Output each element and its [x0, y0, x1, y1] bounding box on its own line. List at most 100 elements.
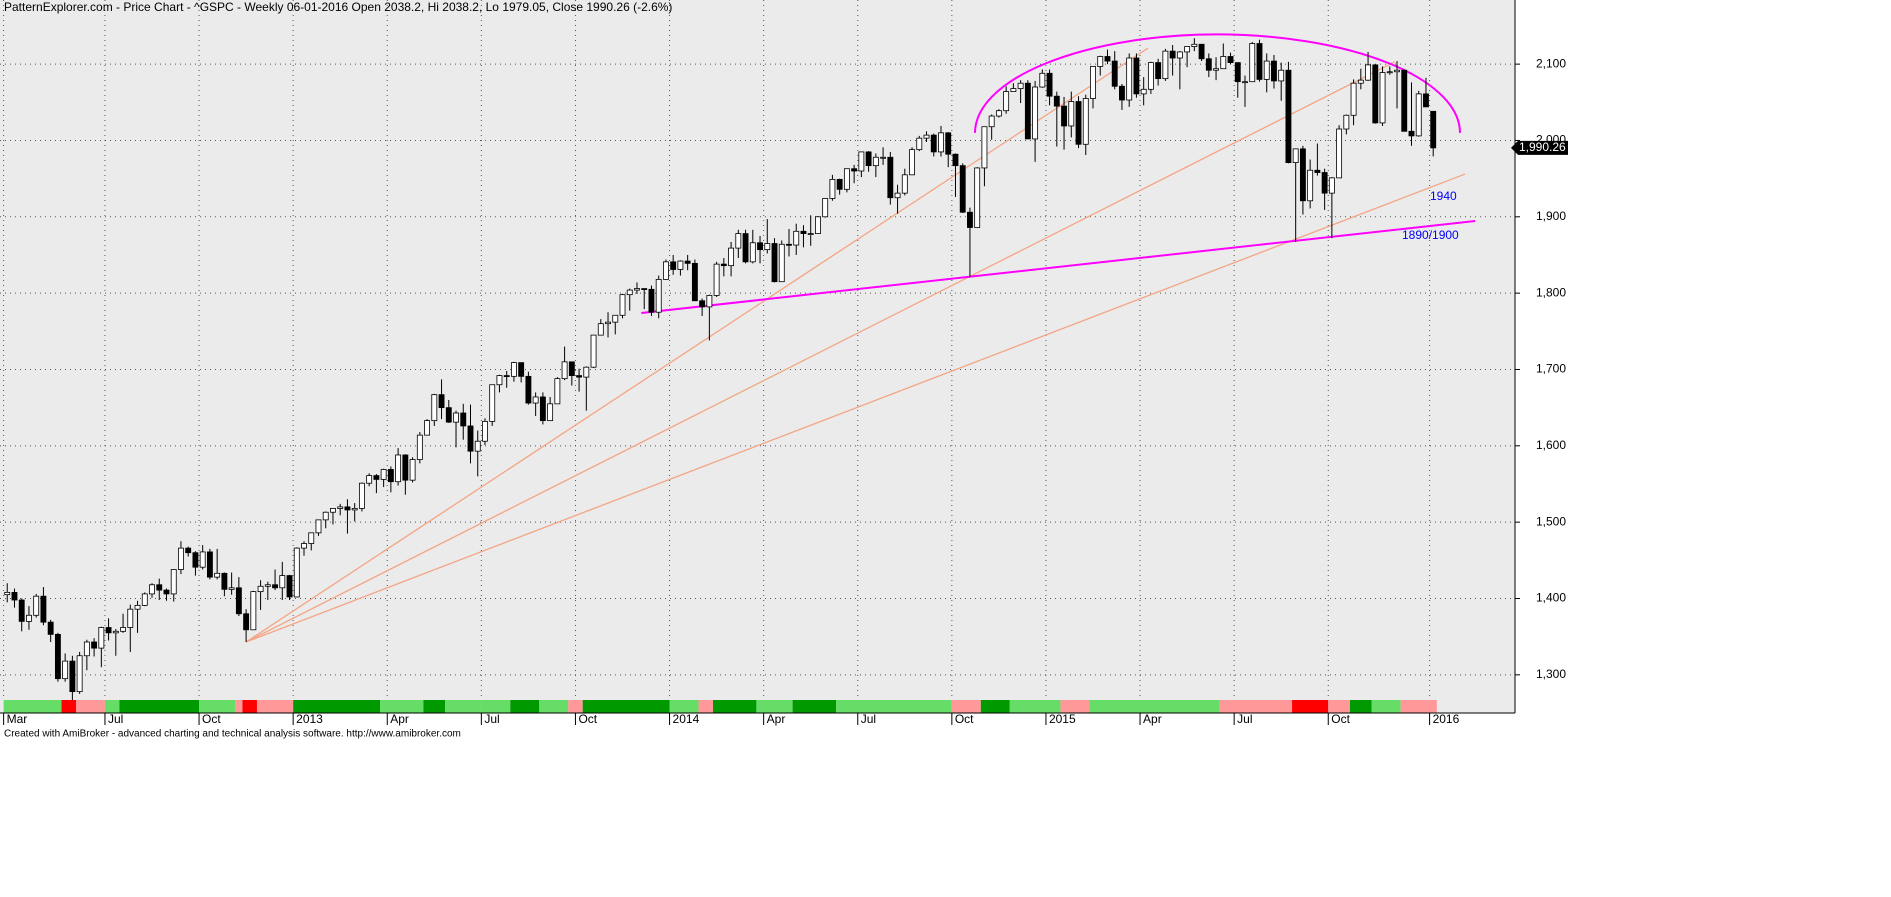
candle-body	[149, 584, 155, 595]
candle-body	[1097, 56, 1104, 67]
candle-body	[1365, 64, 1371, 81]
x-tick-label: Oct	[202, 712, 221, 726]
candle-body	[1314, 169, 1321, 173]
last-price-marker	[1511, 140, 1568, 155]
candle-body	[872, 156, 879, 167]
candle-body	[800, 230, 807, 234]
strip-segment	[1089, 700, 1220, 713]
candle-body	[1213, 68, 1219, 71]
candle-body	[387, 469, 394, 483]
candle-body	[554, 378, 561, 405]
candle-body	[47, 621, 54, 635]
strip-segment	[61, 700, 77, 713]
candle-body	[445, 407, 452, 423]
candle-body	[1234, 62, 1241, 83]
candle-body	[402, 454, 409, 481]
candle-body	[199, 551, 206, 568]
candle-body	[1024, 82, 1031, 140]
candle-body	[1423, 93, 1429, 108]
candle-body	[26, 614, 32, 622]
candle-body	[83, 641, 90, 657]
candle-body	[467, 425, 474, 452]
candle-body	[959, 165, 966, 213]
strip-segment	[1400, 700, 1437, 713]
candle-body	[1343, 114, 1350, 130]
candle-body	[431, 394, 438, 422]
arc	[974, 33, 1461, 133]
strip-segment	[539, 700, 569, 713]
candle-body	[1336, 128, 1343, 179]
candle-body	[749, 242, 756, 263]
candle-body	[1379, 72, 1386, 124]
candle-body	[453, 412, 459, 423]
x-tick-label: Jul	[108, 712, 123, 726]
candle-body	[272, 584, 278, 589]
candle-body	[1271, 60, 1277, 82]
candle-body	[583, 366, 590, 378]
candle-body	[1307, 169, 1314, 202]
strip-segment	[792, 700, 837, 713]
candle-body	[33, 595, 40, 616]
candle-body	[1242, 81, 1248, 84]
candle-body	[156, 584, 163, 591]
candle-body	[358, 482, 365, 509]
candle-body	[1357, 79, 1364, 84]
candle-body	[1017, 82, 1024, 89]
strip-segment	[3, 700, 62, 713]
candle-body	[1176, 51, 1183, 59]
strip-segment	[1292, 700, 1329, 713]
strip-segment	[582, 700, 670, 713]
strip-segment	[1328, 700, 1350, 713]
candle-body	[1205, 58, 1212, 71]
candle-body	[1430, 110, 1437, 149]
candle-body	[185, 547, 192, 554]
strip-segment	[836, 700, 952, 713]
candle-body	[178, 547, 184, 570]
candle-body	[786, 243, 792, 246]
indicator-strip	[3, 700, 1437, 713]
candle-body	[1227, 56, 1234, 63]
candle-body	[315, 519, 322, 534]
candle-body	[865, 151, 872, 167]
candle-body	[539, 396, 546, 422]
candle-body	[938, 132, 944, 153]
strip-segment	[256, 700, 294, 713]
candle-body	[366, 475, 373, 484]
candle-body	[880, 156, 887, 159]
candle-body	[286, 575, 293, 598]
y-tick-label: 1,600	[1536, 438, 1566, 452]
candle-body	[134, 604, 141, 610]
candle-body	[1046, 72, 1053, 97]
candle-body	[843, 168, 850, 190]
candle-body	[1140, 88, 1147, 95]
candle-body	[1263, 60, 1270, 80]
candle-body	[1032, 86, 1039, 140]
candle-body	[1256, 43, 1263, 80]
candle-body	[243, 613, 250, 631]
strip-segment	[1349, 700, 1372, 713]
candle-body	[1003, 91, 1010, 112]
candle-body	[648, 288, 655, 313]
candle-body	[510, 362, 517, 377]
strip-segment	[756, 700, 793, 713]
candle-body	[62, 660, 69, 680]
trendline	[641, 220, 1476, 314]
candle-body	[503, 375, 510, 377]
candle-body	[1068, 101, 1075, 127]
x-tick-label: Jul	[861, 712, 876, 726]
candle-body	[836, 178, 843, 190]
candle-body	[301, 543, 307, 549]
candle-body	[192, 552, 199, 568]
candle-body	[496, 375, 503, 386]
candle-body	[1061, 105, 1067, 127]
candle-body	[619, 294, 626, 316]
candle-body	[1299, 148, 1306, 202]
trendline	[245, 47, 1149, 643]
candle-body	[930, 134, 937, 153]
axes: 1,3001,4001,5001,6001,7001,8001,9002,000…	[0, 0, 1566, 726]
candle-body	[40, 595, 47, 623]
strip-segment	[698, 700, 713, 713]
candle-body	[670, 261, 677, 270]
candle-body	[691, 262, 698, 302]
candle-body	[641, 288, 648, 290]
